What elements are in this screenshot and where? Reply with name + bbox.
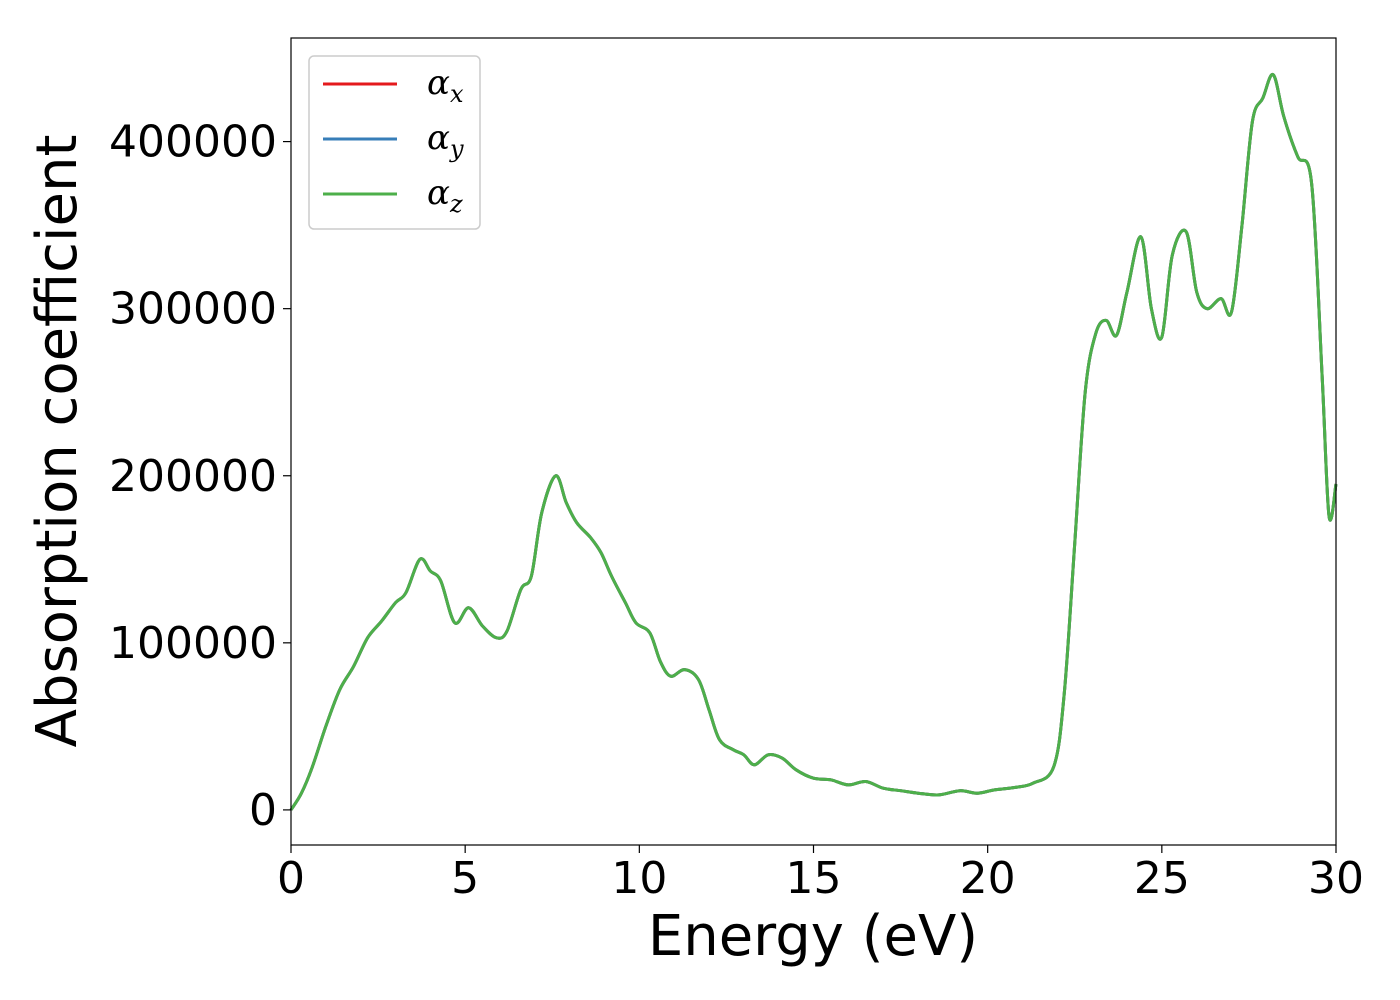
y-tick-label: 300000 [109, 284, 277, 335]
series-layer [289, 73, 1338, 811]
x-tick-label: 20 [960, 853, 1016, 904]
legend-label-2: αy [427, 118, 464, 163]
x-tick-label: 30 [1308, 853, 1364, 904]
x-tick-label: 5 [451, 853, 479, 904]
y-axis-label: Absorption coefficient [25, 135, 90, 748]
legend-label-1: αx [427, 63, 464, 108]
x-tick-label: 15 [786, 853, 842, 904]
y-tick-label: 0 [249, 785, 277, 836]
x-tick-label: 25 [1134, 853, 1190, 904]
y-axis-ticks: 0 100000 200000 300000 400000 [109, 117, 291, 836]
series-line-3 [289, 73, 1338, 811]
x-axis-label: Energy (eV) [648, 904, 978, 969]
y-tick-label: 100000 [109, 618, 277, 669]
legend-label-3: αz [427, 173, 463, 218]
x-tick-label: 10 [611, 853, 667, 904]
y-tick-label: 200000 [109, 451, 277, 502]
x-axis-ticks: 0 5 10 15 20 25 30 [277, 845, 1364, 904]
legend: αx αy αz [308, 55, 481, 230]
y-tick-label: 400000 [109, 117, 277, 168]
x-tick-label: 0 [277, 853, 305, 904]
legend-frame [308, 55, 481, 230]
